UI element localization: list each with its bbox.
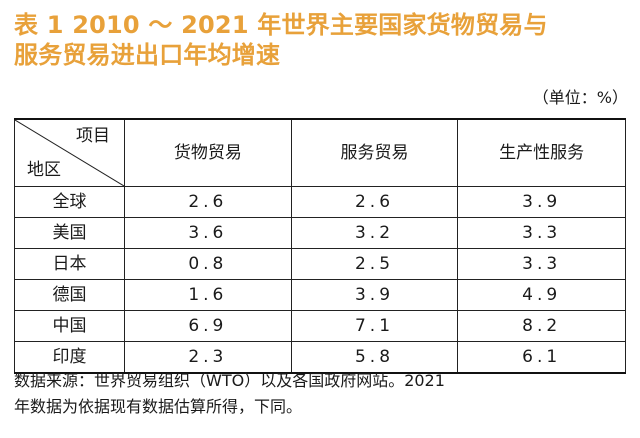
source-note-line-1: 数据来源：世界贸易组织（WTO）以及各国政府网站。2021 [14, 371, 445, 390]
table-title-line-1: 表 1 2010 ～ 2021 年世界主要国家货物贸易与 [14, 11, 548, 39]
table-row-china: 中国 6.9 7.1 8.2 [13, 310, 626, 342]
table-row-usa: 美国 3.6 3.2 3.3 [13, 217, 626, 249]
value-cell: 2.3 [124, 341, 292, 374]
table-row-india: 印度 2.3 5.8 6.1 [13, 341, 626, 374]
table-row-global: 全球 2.6 2.6 3.9 [13, 186, 626, 218]
value-cell: 3.3 [457, 248, 626, 280]
value-cell: 6.9 [124, 310, 292, 342]
value-cell: 3.3 [457, 217, 626, 249]
value-cell: 2.5 [290, 248, 459, 280]
source-note: 数据来源：世界贸易组织（WTO）以及各国政府网站。2021 年数据为依据现有数据… [14, 368, 626, 420]
table-header-row: 项目 地区 货物贸易 服务贸易 生产性服务 [13, 118, 626, 187]
value-cell: 8.2 [457, 310, 626, 342]
region-cell: 美国 [13, 217, 126, 249]
region-cell: 印度 [13, 341, 126, 374]
table-title-line-2: 服务贸易进出口年均增速 [14, 41, 281, 69]
region-cell: 日本 [13, 248, 126, 280]
region-cell: 德国 [13, 279, 126, 311]
diagonal-header-cell: 项目 地区 [13, 118, 126, 187]
value-cell: 4.9 [457, 279, 626, 311]
table-title: 表 1 2010 ～ 2021 年世界主要国家货物贸易与 服务贸易进出口年均增速 [14, 10, 634, 70]
unit-label: （单位：%） [532, 88, 628, 107]
column-header-goods-trade: 货物贸易 [124, 118, 292, 187]
table-row-japan: 日本 0.8 2.5 3.3 [13, 248, 626, 280]
value-cell: 3.9 [290, 279, 459, 311]
corner-item-label: 项目 [76, 126, 111, 146]
value-cell: 2.6 [290, 186, 459, 218]
value-cell: 7.1 [290, 310, 459, 342]
value-cell: 3.9 [457, 186, 626, 218]
diagonal-divider [15, 120, 125, 186]
column-header-services-trade: 服务贸易 [290, 118, 459, 187]
value-cell: 2.6 [124, 186, 292, 218]
source-note-line-2: 年数据为依据现有数据估算所得，下同。 [14, 397, 303, 416]
region-cell: 中国 [13, 310, 126, 342]
value-cell: 3.2 [290, 217, 459, 249]
growth-rate-table: 项目 地区 货物贸易 服务贸易 生产性服务 全球 2.6 2.6 3.9 美国 … [13, 118, 626, 374]
column-header-producer-services: 生产性服务 [457, 118, 626, 187]
value-cell: 0.8 [124, 248, 292, 280]
value-cell: 6.1 [457, 341, 626, 374]
region-cell: 全球 [13, 186, 126, 218]
table-row-germany: 德国 1.6 3.9 4.9 [13, 279, 626, 311]
value-cell: 1.6 [124, 279, 292, 311]
corner-region-label: 地区 [27, 160, 61, 180]
value-cell: 3.6 [124, 217, 292, 249]
